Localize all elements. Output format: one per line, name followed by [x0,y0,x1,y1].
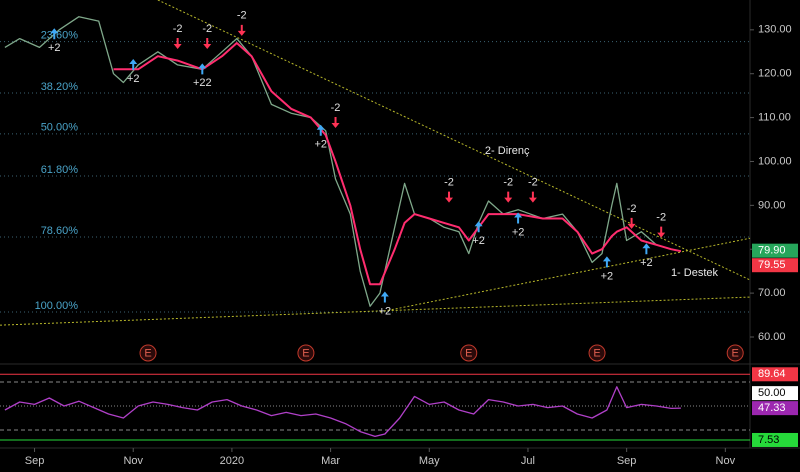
signal-arrow [198,63,207,75]
rsi-box [752,432,798,447]
signal-label: -2 [444,176,454,188]
rsi-label: 7.53 [758,434,779,446]
earnings-label: E [302,347,309,359]
x-tick-label: Sep [25,455,45,467]
rsi-box [752,367,798,382]
price-label: 79.55 [758,259,786,271]
earnings-label: E [144,347,151,359]
signal-label: +2 [512,226,525,238]
y-tick-label: 120.00 [758,68,792,80]
earnings-marker [588,344,606,362]
rsi-box [752,401,798,416]
signal-label: +2 [127,73,140,85]
series-line [113,42,682,286]
trend-label: 2- Direnç [485,145,530,157]
fib-label: 50.00% [41,122,79,134]
signal-label: -2 [173,23,183,35]
signal-arrow [237,24,246,36]
x-tick-label: 2020 [220,455,244,467]
earnings-marker [460,344,478,362]
signal-arrow [50,28,59,40]
rsi-label: 47.33 [758,402,786,414]
signal-arrow [173,38,182,50]
signal-label: -2 [202,23,212,35]
series-line [4,386,681,438]
fib-label: 38.20% [41,81,79,93]
rsi-box [752,386,798,401]
signal-label: +2 [640,257,653,269]
trend-line [379,237,751,313]
fib-label: 78.60% [41,225,79,237]
signal-label: +2 [48,42,61,54]
x-tick-label: May [419,455,440,467]
fib-label: 23.60% [41,30,79,42]
y-tick-label: 60.00 [758,331,786,343]
signal-arrow [627,217,636,229]
earnings-marker [139,344,157,362]
x-tick-label: Nov [716,455,736,467]
signal-arrow [129,58,138,70]
y-tick-label: 90.00 [758,199,786,211]
signal-label: -2 [503,176,513,188]
signal-arrow [474,221,483,233]
signal-arrow [528,191,537,203]
signal-label: -2 [528,176,538,188]
trend-label: 1- Destek [671,267,719,279]
signal-label: +22 [193,77,212,89]
rsi-label: 50.00 [758,387,786,399]
x-tick-label: Nov [123,455,143,467]
signal-arrow [380,291,389,303]
signal-label: -2 [627,203,637,215]
signal-arrow [642,243,651,255]
price-box [752,258,798,273]
trend-line [0,296,751,326]
signal-arrow [203,38,212,50]
earnings-marker [297,344,315,362]
signal-arrow [514,212,523,224]
signal-label: -2 [331,102,341,114]
earnings-marker [726,344,744,362]
y-tick-label: 100.00 [758,155,792,167]
signal-arrow [445,191,454,203]
price-box [752,243,798,258]
signal-arrow [504,191,513,203]
signal-label: +2 [601,270,614,282]
fib-label: 61.80% [41,164,79,176]
y-tick-label: 70.00 [758,287,786,299]
rsi-label: 89.64 [758,368,786,380]
signal-arrow [602,256,611,268]
earnings-label: E [465,347,472,359]
signal-arrow [657,226,666,238]
earnings-label: E [732,347,739,359]
x-tick-label: Sep [617,455,637,467]
y-tick-label: 110.00 [758,112,791,124]
trend-line [157,0,751,281]
price-label: 79.90 [758,245,786,257]
signal-label: -2 [656,212,666,224]
x-tick-label: Jul [521,455,535,467]
series-line [4,16,682,307]
signal-label: -2 [237,10,247,22]
signal-arrow [316,124,325,136]
fib-label: 100.00% [35,300,79,312]
x-tick-label: Mar [321,455,340,467]
signal-label: +2 [314,139,327,151]
earnings-label: E [593,347,600,359]
signal-label: +2 [379,305,392,317]
y-tick-label: 130.00 [758,24,792,36]
signal-label: +2 [472,235,485,247]
signal-arrow [331,116,340,128]
